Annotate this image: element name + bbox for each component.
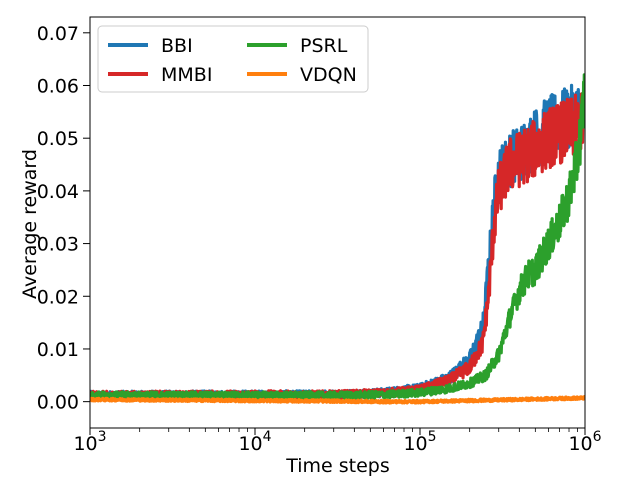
x-tick-label: 106 <box>568 429 601 455</box>
x-tick-exponent: 6 <box>593 429 602 445</box>
x-tick-label: 105 <box>403 429 436 455</box>
x-tick-base: 10 <box>568 433 592 455</box>
series-line-mmbi <box>90 92 585 401</box>
x-tick-base: 10 <box>238 433 262 455</box>
series-lines <box>90 73 585 405</box>
y-tick-label: 0.02 <box>37 286 79 308</box>
y-tick-label: 0.01 <box>37 339 79 361</box>
x-axis-ticks: 103 104 105 106 <box>73 428 602 455</box>
y-axis-title: Average reward <box>19 149 41 299</box>
x-tick-label: 104 <box>238 429 271 455</box>
x-tick-base: 10 <box>73 433 97 455</box>
legend-label-bbi: BBI <box>161 35 193 57</box>
x-tick-label: 103 <box>73 429 106 455</box>
legend-label-vdqn: VDQN <box>300 64 357 86</box>
legend-box <box>97 25 369 93</box>
y-tick-label: 0.00 <box>37 392 79 414</box>
legend: BBI MMBI PSRL VDQN <box>97 25 369 93</box>
legend-label-mmbi: MMBI <box>161 64 212 86</box>
y-tick-label: 0.03 <box>37 234 79 256</box>
x-tick-exponent: 3 <box>98 429 107 445</box>
x-tick-exponent: 4 <box>263 429 272 445</box>
x-tick-exponent: 5 <box>428 429 437 445</box>
series-line-bbi <box>90 83 585 401</box>
legend-label-psrl: PSRL <box>300 35 348 57</box>
y-tick-label: 0.05 <box>37 128 79 150</box>
y-tick-label: 0.04 <box>37 181 79 203</box>
y-tick-label: 0.06 <box>37 76 79 98</box>
x-axis-title: Time steps <box>285 455 390 477</box>
series-line-vdqn <box>90 395 585 405</box>
plot-frame <box>89 16 586 429</box>
x-tick-base: 10 <box>403 433 427 455</box>
series-line-psrl <box>90 73 585 401</box>
plot-area <box>90 73 585 405</box>
y-tick-label: 0.07 <box>37 23 79 45</box>
y-axis-ticks: 0.00 0.01 0.02 0.03 0.04 0.05 0.06 0.07 <box>37 23 90 414</box>
